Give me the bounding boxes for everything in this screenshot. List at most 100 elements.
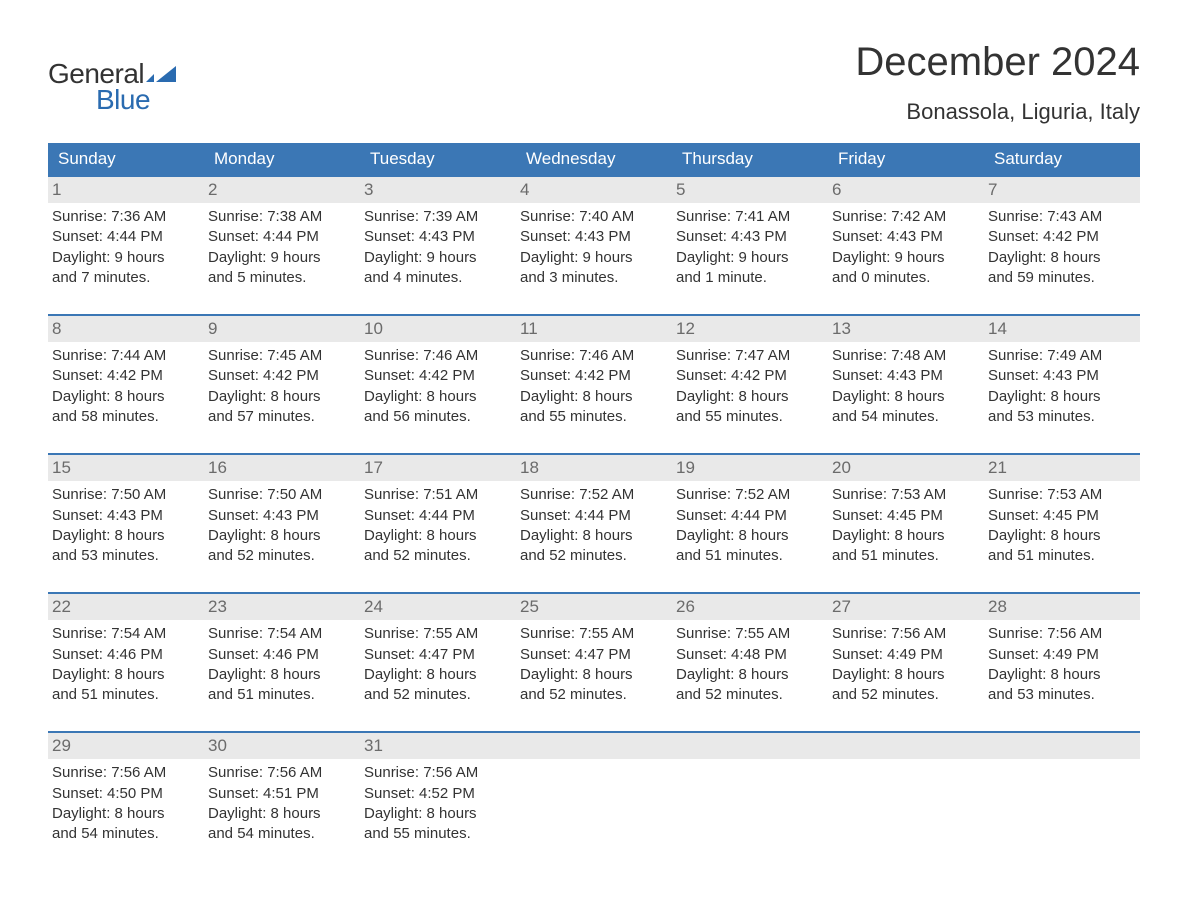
- day-sunset: Sunset: 4:42 PM: [988, 227, 1134, 247]
- day-sunrise: Sunrise: 7:52 AM: [520, 485, 666, 505]
- day-sunrise: Sunrise: 7:53 AM: [832, 485, 978, 505]
- day-number: 18: [516, 455, 672, 481]
- day-sunrise: Sunrise: 7:41 AM: [676, 207, 822, 227]
- day-number: 16: [204, 455, 360, 481]
- day-d1: Daylight: 8 hours: [832, 526, 978, 546]
- day-body: Sunrise: 7:52 AMSunset: 4:44 PMDaylight:…: [516, 481, 672, 566]
- day-body: Sunrise: 7:36 AMSunset: 4:44 PMDaylight:…: [48, 203, 204, 288]
- day-number: 21: [984, 455, 1140, 481]
- day-cell: 23Sunrise: 7:54 AMSunset: 4:46 PMDayligh…: [204, 594, 360, 705]
- day-sunrise: Sunrise: 7:56 AM: [208, 763, 354, 783]
- day-d1: Daylight: 8 hours: [832, 387, 978, 407]
- day-sunrise: Sunrise: 7:55 AM: [676, 624, 822, 644]
- day-d2: and 57 minutes.: [208, 407, 354, 427]
- day-sunrise: Sunrise: 7:45 AM: [208, 346, 354, 366]
- day-sunset: Sunset: 4:45 PM: [988, 506, 1134, 526]
- day-cell: 30Sunrise: 7:56 AMSunset: 4:51 PMDayligh…: [204, 733, 360, 844]
- day-d1: Daylight: 9 hours: [364, 248, 510, 268]
- day-body: Sunrise: 7:53 AMSunset: 4:45 PMDaylight:…: [984, 481, 1140, 566]
- week-row: 22Sunrise: 7:54 AMSunset: 4:46 PMDayligh…: [48, 592, 1140, 705]
- day-sunset: Sunset: 4:42 PM: [520, 366, 666, 386]
- day-sunrise: Sunrise: 7:55 AM: [520, 624, 666, 644]
- day-sunrise: Sunrise: 7:50 AM: [208, 485, 354, 505]
- day-cell: 16Sunrise: 7:50 AMSunset: 4:43 PMDayligh…: [204, 455, 360, 566]
- day-d1: Daylight: 8 hours: [52, 804, 198, 824]
- day-cell: 28Sunrise: 7:56 AMSunset: 4:49 PMDayligh…: [984, 594, 1140, 705]
- day-d1: Daylight: 8 hours: [364, 804, 510, 824]
- day-d1: Daylight: 8 hours: [364, 387, 510, 407]
- day-sunrise: Sunrise: 7:52 AM: [676, 485, 822, 505]
- day-sunset: Sunset: 4:44 PM: [208, 227, 354, 247]
- day-number: 27: [828, 594, 984, 620]
- day-d2: and 51 minutes.: [676, 546, 822, 566]
- day-sunrise: Sunrise: 7:38 AM: [208, 207, 354, 227]
- day-d2: and 54 minutes.: [52, 824, 198, 844]
- day-d1: Daylight: 8 hours: [676, 526, 822, 546]
- day-d1: Daylight: 8 hours: [208, 387, 354, 407]
- day-d1: Daylight: 9 hours: [520, 248, 666, 268]
- day-d1: Daylight: 8 hours: [988, 665, 1134, 685]
- day-cell: 21Sunrise: 7:53 AMSunset: 4:45 PMDayligh…: [984, 455, 1140, 566]
- week-row: 8Sunrise: 7:44 AMSunset: 4:42 PMDaylight…: [48, 314, 1140, 427]
- day-sunrise: Sunrise: 7:46 AM: [364, 346, 510, 366]
- day-number: 26: [672, 594, 828, 620]
- day-header-tuesday: Tuesday: [360, 143, 516, 175]
- day-cell: 19Sunrise: 7:52 AMSunset: 4:44 PMDayligh…: [672, 455, 828, 566]
- day-sunrise: Sunrise: 7:47 AM: [676, 346, 822, 366]
- day-number: 31: [360, 733, 516, 759]
- day-d1: Daylight: 9 hours: [208, 248, 354, 268]
- day-d1: Daylight: 8 hours: [364, 526, 510, 546]
- day-body: Sunrise: 7:56 AMSunset: 4:52 PMDaylight:…: [360, 759, 516, 844]
- day-d2: and 55 minutes.: [520, 407, 666, 427]
- day-d1: Daylight: 9 hours: [676, 248, 822, 268]
- day-sunrise: Sunrise: 7:49 AM: [988, 346, 1134, 366]
- day-body: Sunrise: 7:39 AMSunset: 4:43 PMDaylight:…: [360, 203, 516, 288]
- day-cell: 20Sunrise: 7:53 AMSunset: 4:45 PMDayligh…: [828, 455, 984, 566]
- day-d2: and 4 minutes.: [364, 268, 510, 288]
- day-body: Sunrise: 7:40 AMSunset: 4:43 PMDaylight:…: [516, 203, 672, 288]
- day-sunset: Sunset: 4:44 PM: [676, 506, 822, 526]
- day-number: 3: [360, 177, 516, 203]
- day-sunset: Sunset: 4:52 PM: [364, 784, 510, 804]
- day-sunset: Sunset: 4:49 PM: [988, 645, 1134, 665]
- day-number: 11: [516, 316, 672, 342]
- day-header-row: Sunday Monday Tuesday Wednesday Thursday…: [48, 143, 1140, 175]
- location-subtitle: Bonassola, Liguria, Italy: [855, 99, 1140, 125]
- day-sunset: Sunset: 4:45 PM: [832, 506, 978, 526]
- day-d2: and 52 minutes.: [832, 685, 978, 705]
- day-sunrise: Sunrise: 7:54 AM: [52, 624, 198, 644]
- day-sunset: Sunset: 4:46 PM: [52, 645, 198, 665]
- day-d2: and 52 minutes.: [364, 685, 510, 705]
- day-number: 29: [48, 733, 204, 759]
- day-cell: 2Sunrise: 7:38 AMSunset: 4:44 PMDaylight…: [204, 177, 360, 288]
- day-cell: 17Sunrise: 7:51 AMSunset: 4:44 PMDayligh…: [360, 455, 516, 566]
- day-cell: 5Sunrise: 7:41 AMSunset: 4:43 PMDaylight…: [672, 177, 828, 288]
- day-body: Sunrise: 7:56 AMSunset: 4:49 PMDaylight:…: [828, 620, 984, 705]
- day-number: [828, 733, 984, 759]
- day-number: 28: [984, 594, 1140, 620]
- day-d2: and 52 minutes.: [676, 685, 822, 705]
- day-body: Sunrise: 7:56 AMSunset: 4:49 PMDaylight:…: [984, 620, 1140, 705]
- day-cell: 13Sunrise: 7:48 AMSunset: 4:43 PMDayligh…: [828, 316, 984, 427]
- day-d2: and 52 minutes.: [208, 546, 354, 566]
- day-sunrise: Sunrise: 7:56 AM: [832, 624, 978, 644]
- day-number: 6: [828, 177, 984, 203]
- day-cell: 24Sunrise: 7:55 AMSunset: 4:47 PMDayligh…: [360, 594, 516, 705]
- day-header-saturday: Saturday: [984, 143, 1140, 175]
- day-body: Sunrise: 7:56 AMSunset: 4:51 PMDaylight:…: [204, 759, 360, 844]
- day-number: 13: [828, 316, 984, 342]
- day-d2: and 58 minutes.: [52, 407, 198, 427]
- day-sunset: Sunset: 4:49 PM: [832, 645, 978, 665]
- day-header-thursday: Thursday: [672, 143, 828, 175]
- day-d2: and 53 minutes.: [988, 685, 1134, 705]
- page-title: December 2024: [855, 40, 1140, 85]
- day-cell: 31Sunrise: 7:56 AMSunset: 4:52 PMDayligh…: [360, 733, 516, 844]
- day-sunset: Sunset: 4:44 PM: [520, 506, 666, 526]
- day-d1: Daylight: 8 hours: [988, 248, 1134, 268]
- day-cell: 22Sunrise: 7:54 AMSunset: 4:46 PMDayligh…: [48, 594, 204, 705]
- day-number: 7: [984, 177, 1140, 203]
- day-sunset: Sunset: 4:47 PM: [364, 645, 510, 665]
- day-sunrise: Sunrise: 7:53 AM: [988, 485, 1134, 505]
- day-body: Sunrise: 7:44 AMSunset: 4:42 PMDaylight:…: [48, 342, 204, 427]
- day-body: Sunrise: 7:41 AMSunset: 4:43 PMDaylight:…: [672, 203, 828, 288]
